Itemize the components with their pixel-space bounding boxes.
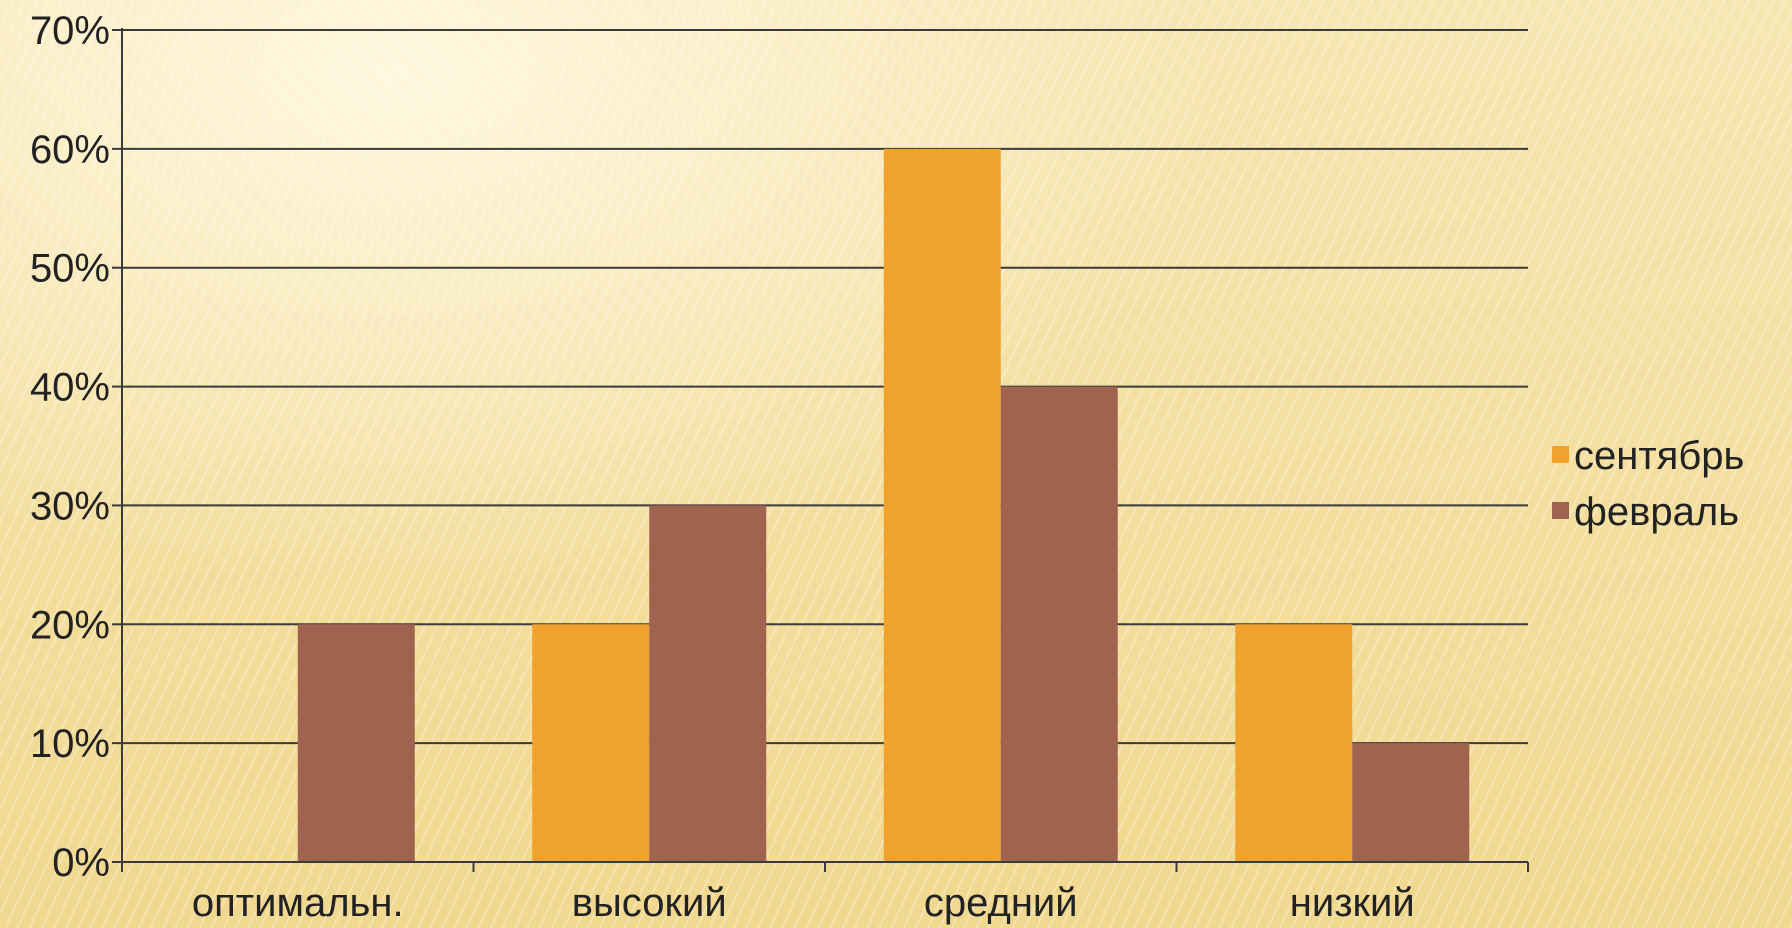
- x-tick-label: оптимальн.: [192, 881, 404, 925]
- y-tick-label: 50%: [30, 247, 110, 291]
- bar-february-2: [1000, 386, 1118, 862]
- bar-september-3: [1235, 624, 1353, 862]
- bar-september-2: [883, 148, 1001, 862]
- bar-september-1: [532, 624, 650, 862]
- y-tick-label: 40%: [30, 366, 110, 410]
- axes: [112, 28, 1529, 872]
- y-tick-label: 0%: [52, 841, 110, 885]
- y-tick-label: 10%: [30, 722, 110, 766]
- y-tick-label: 20%: [30, 603, 110, 647]
- bars: [297, 148, 1470, 862]
- y-tick-label: 60%: [30, 128, 110, 172]
- bar-february-0: [297, 624, 415, 862]
- legend-label-february: февраль: [1574, 490, 1739, 534]
- legend-swatch-february: [1552, 502, 1569, 519]
- legend-swatch-september: [1552, 446, 1569, 463]
- y-tick-label: 30%: [30, 484, 110, 528]
- x-tick-label: низкий: [1290, 881, 1415, 925]
- legend-label-september: сентябрь: [1574, 434, 1744, 478]
- legend: сентябрь февраль: [1552, 434, 1744, 534]
- y-axis-tick-labels: 0% 10% 20% 30% 40% 50% 60% 70%: [30, 9, 110, 885]
- x-tick-label: высокий: [572, 881, 727, 925]
- bar-february-1: [649, 505, 767, 862]
- bar-february-3: [1352, 743, 1470, 862]
- y-tick-label: 70%: [30, 9, 110, 53]
- x-tick-label: средний: [924, 881, 1078, 925]
- x-axis-tick-labels: оптимальн. высокий средний низкий: [192, 881, 1415, 925]
